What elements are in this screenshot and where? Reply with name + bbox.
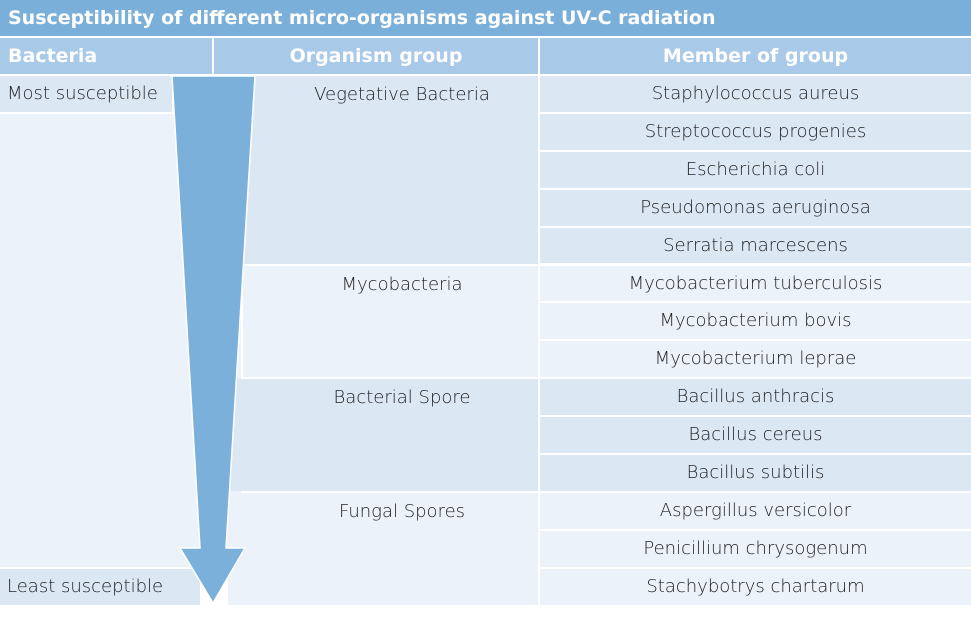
member-cell: Serratia marcescens <box>540 227 971 264</box>
organism-group-name: Mycobacteria <box>341 273 463 295</box>
member-cell: Mycobacterium leprae <box>540 341 971 378</box>
organism-group-cell: Vegetative Bacteria <box>243 76 538 264</box>
member-cell: Bacillus anthracis <box>540 379 971 416</box>
most-susceptible-label: Most susceptible <box>0 76 172 112</box>
organism-group-cell: Fungal Spores <box>228 492 538 605</box>
organism-group-name: Fungal Spores <box>338 500 466 522</box>
member-cell: Penicillium chrysogenum <box>540 530 971 567</box>
organism-group-cell: Mycobacteria <box>243 265 538 378</box>
header-bacteria: Bacteria <box>0 38 212 74</box>
organism-group-name: Bacterial Spore <box>333 387 471 409</box>
least-susceptible-label: Least susceptible <box>0 569 200 605</box>
table-title: Susceptibility of different micro-organi… <box>0 0 971 36</box>
organism-group-cell: Bacterial Spore <box>228 379 538 491</box>
member-cell: Bacillus subtilis <box>540 455 971 491</box>
member-cell: Streptococcus progenies <box>540 113 971 150</box>
organism-group-name: Vegetative Bacteria <box>314 84 490 105</box>
member-cell: Mycobacterium bovis <box>540 303 971 340</box>
member-cell: Staphylococcus aureus <box>540 76 971 112</box>
header-organism-group: Organism group <box>214 38 538 74</box>
header-member-of-group: Member of group <box>540 38 971 74</box>
member-cell: Aspergillus versicolor <box>540 492 971 529</box>
member-cell: Escherichia coli <box>540 151 971 188</box>
member-cell: Mycobacterium tuberculosis <box>540 265 971 302</box>
member-cell: Bacillus cereus <box>540 417 971 453</box>
member-cell: Pseudomonas aeruginosa <box>540 189 971 226</box>
member-cell: Stachybotrys chartarum <box>540 568 971 605</box>
